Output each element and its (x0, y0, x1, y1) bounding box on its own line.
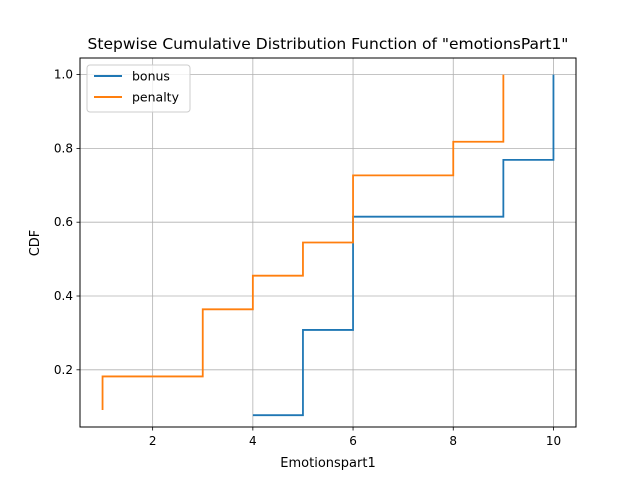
series-layer (101, 74, 555, 417)
ticks: 2 4 6 8 10 0.2 0.4 0.6 0.8 1.0 (54, 68, 561, 448)
x-axis-label: Emotionspart1 (280, 456, 375, 471)
x-tick-label: 6 (349, 434, 357, 448)
x-tick-label: 8 (449, 434, 457, 448)
x-tick-label: 2 (149, 434, 157, 448)
plot-frame (79, 57, 577, 428)
y-axis-label: CDF (28, 230, 43, 257)
plot-area: 2 4 6 8 10 0.2 0.4 0.6 0.8 1.0 (54, 57, 577, 448)
legend-label-penalty: penalty (132, 90, 180, 105)
chart-title: Stepwise Cumulative Distribution Functio… (88, 35, 569, 53)
y-tick-label: 1.0 (54, 68, 73, 82)
legend-label-bonus: bonus (132, 69, 170, 84)
y-tick-label: 0.8 (54, 141, 73, 155)
series-line-penalty (101, 74, 505, 411)
y-tick-label: 0.4 (54, 289, 73, 303)
y-tick-label: 0.2 (54, 363, 73, 377)
legend: bonus penalty (86, 64, 191, 113)
y-tick-label: 0.6 (54, 215, 73, 229)
x-tick-label: 4 (249, 434, 257, 448)
x-tick-label: 10 (546, 434, 561, 448)
